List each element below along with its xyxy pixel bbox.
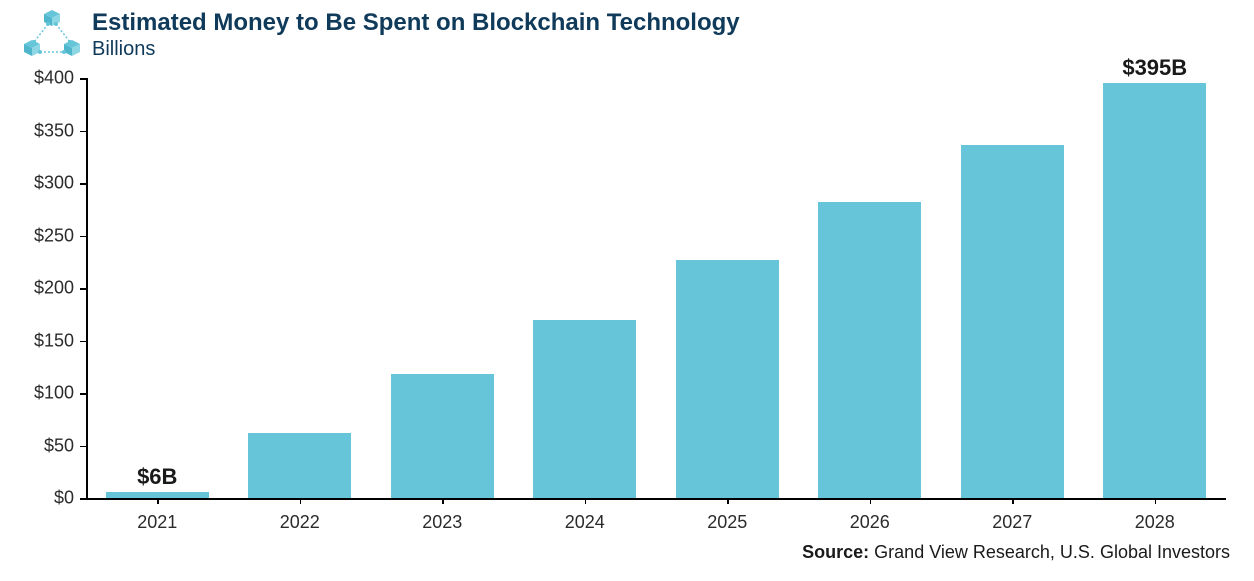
bar-value-label: $395B xyxy=(1122,55,1187,81)
source-prefix: Source: xyxy=(802,542,869,562)
y-tick xyxy=(80,288,86,290)
x-tick-label: 2021 xyxy=(137,512,177,533)
bar xyxy=(818,202,921,498)
x-tick-label: 2028 xyxy=(1135,512,1175,533)
x-tick xyxy=(585,498,587,504)
chart-source: Source: Grand View Research, U.S. Global… xyxy=(802,542,1230,563)
source-text: Grand View Research, U.S. Global Investo… xyxy=(869,542,1230,562)
x-tick xyxy=(870,498,872,504)
bar xyxy=(676,260,779,498)
y-tick xyxy=(80,78,86,80)
y-tick-label: $0 xyxy=(14,488,74,509)
bar xyxy=(961,145,1064,498)
chart-title: Estimated Money to Be Spent on Blockchai… xyxy=(92,10,740,36)
y-tick xyxy=(80,131,86,133)
y-tick-label: $150 xyxy=(14,330,74,351)
x-tick xyxy=(1155,498,1157,504)
y-tick xyxy=(80,498,86,500)
x-axis-line xyxy=(86,498,1226,500)
x-tick xyxy=(727,498,729,504)
y-tick xyxy=(80,183,86,185)
chart-root: Estimated Money to Be Spent on Blockchai… xyxy=(0,0,1254,581)
bar xyxy=(391,374,494,498)
y-tick xyxy=(80,393,86,395)
x-tick xyxy=(300,498,302,504)
x-tick xyxy=(442,498,444,504)
y-tick xyxy=(80,236,86,238)
chart-header: Estimated Money to Be Spent on Blockchai… xyxy=(20,10,740,66)
chart-subtitle: Billions xyxy=(92,38,740,60)
x-tick-label: 2026 xyxy=(850,512,890,533)
x-tick-label: 2024 xyxy=(565,512,605,533)
y-tick-label: $400 xyxy=(14,68,74,89)
x-tick-label: 2023 xyxy=(422,512,462,533)
y-tick-label: $50 xyxy=(14,435,74,456)
plot-area: $0$50$100$150$200$250$300$350$4002021$6B… xyxy=(86,78,1226,498)
y-tick-label: $250 xyxy=(14,225,74,246)
y-tick xyxy=(80,341,86,343)
y-tick xyxy=(80,446,86,448)
bar xyxy=(533,320,636,499)
blockchain-icon xyxy=(20,10,84,66)
bar xyxy=(248,433,351,498)
x-tick-label: 2027 xyxy=(992,512,1032,533)
bar-value-label: $6B xyxy=(137,464,177,490)
y-tick-label: $200 xyxy=(14,278,74,299)
y-tick-label: $300 xyxy=(14,173,74,194)
x-tick xyxy=(157,498,159,504)
x-tick-label: 2022 xyxy=(280,512,320,533)
y-axis-line xyxy=(86,78,88,498)
y-tick-label: $350 xyxy=(14,120,74,141)
y-tick-label: $100 xyxy=(14,383,74,404)
chart-titles: Estimated Money to Be Spent on Blockchai… xyxy=(92,10,740,60)
x-tick xyxy=(1012,498,1014,504)
x-tick-label: 2025 xyxy=(707,512,747,533)
bar xyxy=(1103,83,1206,498)
